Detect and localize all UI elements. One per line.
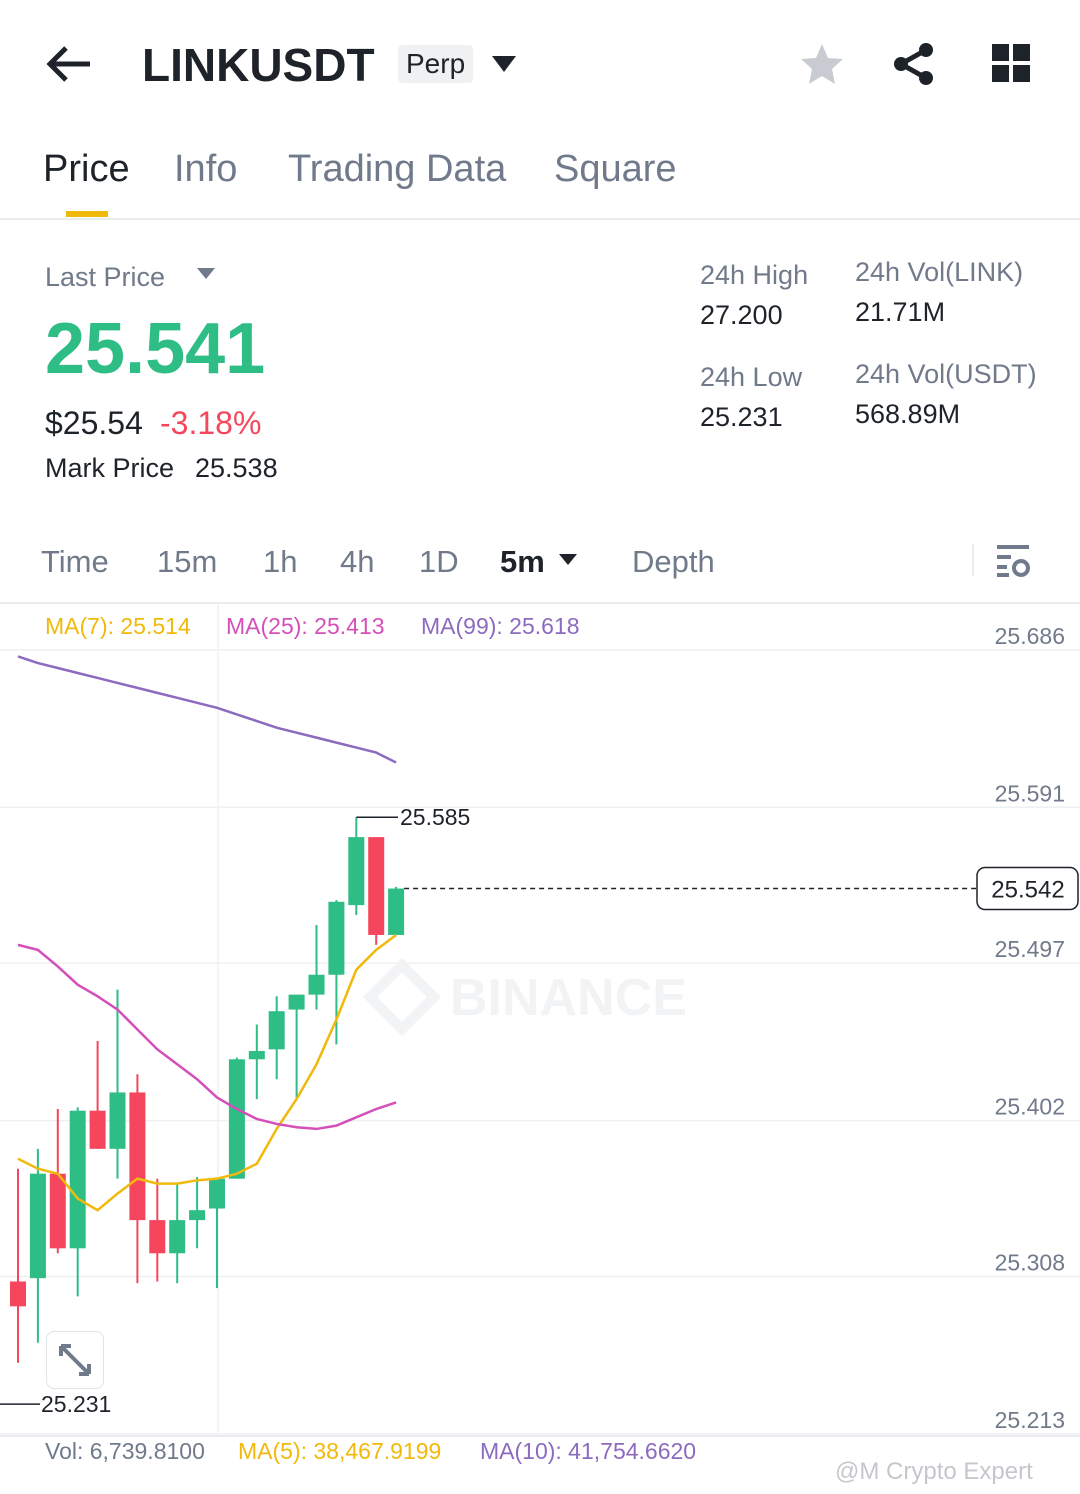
candle-body bbox=[10, 1281, 26, 1307]
stat-value: 568.89M bbox=[855, 399, 961, 429]
candle-body bbox=[69, 1110, 86, 1249]
ma-line bbox=[17, 943, 397, 1131]
back-button[interactable] bbox=[46, 44, 94, 84]
mark-price-label: Mark Price bbox=[45, 453, 175, 483]
stat-label: 24h Vol(USDT) bbox=[855, 359, 1037, 389]
y-tick-label: 25.686 bbox=[995, 623, 1065, 649]
ma-legend: MA(99): 25.618 bbox=[421, 613, 580, 639]
interval[interactable]: Depth bbox=[632, 544, 715, 579]
y-tick-label: 25.402 bbox=[995, 1094, 1065, 1120]
divider bbox=[0, 218, 1080, 220]
candle-body bbox=[388, 888, 405, 935]
candle-body bbox=[149, 1220, 166, 1254]
share-button[interactable] bbox=[892, 42, 936, 86]
volume-legend: MA(10): 41,754.6620 bbox=[480, 1438, 696, 1464]
candle-body bbox=[189, 1210, 206, 1221]
candle-body bbox=[368, 837, 385, 935]
usd-price: $25.54 bbox=[45, 405, 143, 441]
symbol-dropdown[interactable] bbox=[490, 54, 518, 74]
candle-body bbox=[228, 1059, 245, 1179]
tab[interactable]: Price bbox=[43, 148, 130, 190]
mark-price: 25.538 bbox=[195, 453, 278, 483]
last-price-label[interactable]: Last Price bbox=[45, 262, 166, 292]
symbol[interactable]: LINKUSDT bbox=[142, 39, 375, 91]
candle-body bbox=[209, 1178, 225, 1209]
candle-body bbox=[29, 1173, 46, 1279]
interval[interactable]: 1D bbox=[419, 544, 459, 579]
candle-body bbox=[348, 837, 365, 906]
perp-badge: Perp bbox=[398, 45, 474, 83]
candle-body bbox=[308, 974, 325, 995]
candle-body bbox=[169, 1220, 186, 1254]
tab[interactable]: Square bbox=[554, 148, 677, 190]
candle-body bbox=[109, 1092, 126, 1149]
y-tick-label: 25.308 bbox=[995, 1249, 1065, 1275]
candle-body bbox=[288, 994, 305, 1010]
menu-grid[interactable] bbox=[992, 44, 1032, 84]
volume-legend: MA(5): 38,467.9199 bbox=[238, 1438, 441, 1464]
favorite-star[interactable] bbox=[800, 42, 844, 86]
interval[interactable]: 1h bbox=[263, 544, 298, 579]
candle-body bbox=[328, 901, 345, 975]
tab-indicator bbox=[66, 211, 108, 217]
stat-label: 24h Low bbox=[700, 362, 803, 392]
ma-legend: MA(7): 25.514 bbox=[45, 613, 191, 639]
candle-body bbox=[268, 1011, 285, 1050]
divider bbox=[972, 544, 974, 576]
candle-body bbox=[129, 1092, 146, 1221]
last-price-box bbox=[976, 866, 1079, 911]
y-tick-label: 25.497 bbox=[995, 936, 1065, 962]
ma-legend: MA(25): 25.413 bbox=[226, 613, 385, 639]
interval[interactable]: 15m bbox=[157, 544, 218, 579]
ma-line bbox=[17, 933, 397, 1212]
tab[interactable]: Trading Data bbox=[288, 148, 507, 190]
stat-value: 27.200 bbox=[700, 300, 783, 330]
candle-body bbox=[49, 1173, 66, 1249]
stat-value: 21.71M bbox=[855, 297, 946, 327]
chart-settings[interactable] bbox=[995, 544, 1031, 578]
price-change: -3.18% bbox=[160, 405, 262, 441]
credit-watermark: @M Crypto Expert bbox=[835, 1458, 1033, 1485]
stat-label: 24h High bbox=[700, 260, 809, 290]
candle-body bbox=[89, 1110, 106, 1149]
tab[interactable]: Info bbox=[174, 148, 238, 190]
stat-label: 24h Vol(LINK) bbox=[855, 257, 1024, 287]
dropdown[interactable] bbox=[559, 554, 577, 566]
high-marker-label: 25.585 bbox=[400, 804, 470, 830]
candle-body bbox=[248, 1051, 265, 1060]
interval[interactable]: 4h bbox=[340, 544, 375, 579]
interval[interactable]: 5m bbox=[500, 544, 545, 579]
y-tick-label: 25.591 bbox=[995, 780, 1065, 806]
ma-line bbox=[17, 655, 397, 764]
y-tick-label: 25.213 bbox=[995, 1407, 1065, 1433]
watermark-logo bbox=[362, 957, 442, 1037]
dropdown[interactable] bbox=[197, 268, 215, 280]
interval[interactable]: Time bbox=[41, 544, 109, 579]
fullscreen-button[interactable] bbox=[46, 1331, 104, 1389]
stat-value: 25.231 bbox=[700, 402, 783, 432]
low-marker-label: 25.231 bbox=[41, 1391, 111, 1417]
watermark: BINANCE bbox=[450, 969, 687, 1027]
last-price-label: 25.542 bbox=[991, 877, 1064, 904]
last-price: 25.541 bbox=[45, 309, 266, 389]
volume-legend: Vol: 6,739.8100 bbox=[45, 1438, 205, 1464]
